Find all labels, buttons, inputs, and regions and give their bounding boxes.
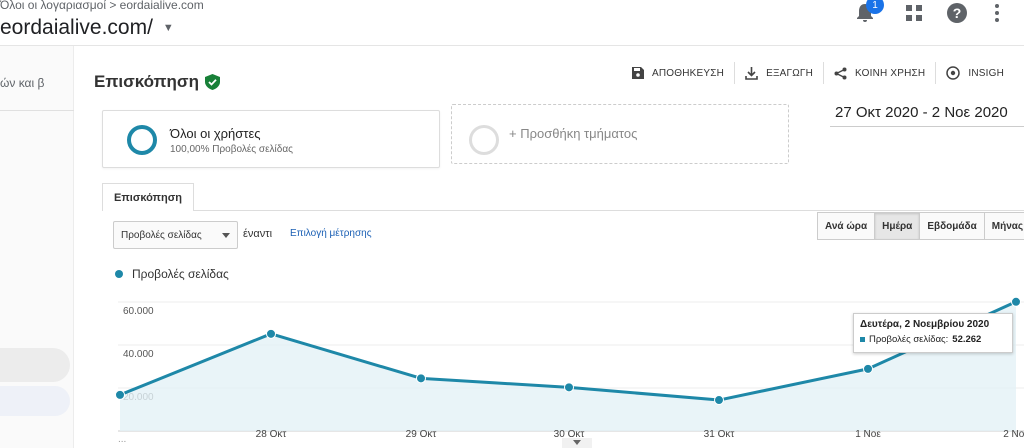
insights-button[interactable]: INSIGH (946, 66, 1004, 80)
x-tick-label: 28 Οκτ (256, 429, 287, 440)
apps-grid-icon[interactable] (903, 2, 925, 24)
month-button[interactable]: Μήνας (983, 212, 1024, 240)
property-name: eordaialive.com/ (0, 16, 153, 39)
date-range-underline (830, 126, 1024, 127)
hourly-button[interactable]: Ανά ώρα (817, 212, 876, 240)
verified-shield-icon (204, 74, 220, 90)
y-tick-label: 60.000 (123, 306, 154, 317)
x-tick-label: 1 Νοε (855, 429, 881, 440)
save-button[interactable]: ΑΠΟΘΗΚΕΥΣΗ (632, 67, 724, 79)
metric-dropdown[interactable]: Προβολές σελίδας (113, 221, 238, 249)
legend-dot (115, 270, 123, 278)
day-button[interactable]: Ημέρα (874, 212, 921, 240)
insights-label: INSIGH (968, 67, 1005, 79)
segment-circle-icon (127, 125, 157, 155)
add-segment-button[interactable]: + Προσθήκη τμήματος (451, 104, 789, 164)
chart-legend: Προβολές σελίδας (115, 267, 229, 281)
tooltip-value: 52.262 (952, 334, 982, 345)
versus-label: έναντι (243, 228, 273, 240)
data-point (115, 389, 125, 400)
date-range-picker[interactable]: 27 Οκτ 2020 - 2 Νοε 2020 (835, 104, 1008, 121)
granularity-toggle: Ανά ώρα Ημέρα Εβδομάδα Μήνας (817, 212, 1024, 240)
share-button[interactable]: ΚΟΙΝΗ ΧΡΗΣΗ (834, 67, 925, 80)
select-metric-link[interactable]: Επιλογή μέτρησης (290, 228, 372, 239)
legend-label: Προβολές σελίδας (132, 267, 229, 281)
x-tick-label: 29 Οκτ (406, 429, 437, 440)
data-point (416, 373, 426, 384)
sidebar-search-input[interactable]: ών και β (0, 76, 45, 90)
sidebar-item-selected[interactable] (0, 386, 70, 416)
sidebar-divider (0, 110, 74, 111)
account-breadcrumb[interactable]: Όλοι οι λογαριασμοί > eordaialive.com (0, 0, 204, 12)
sidebar-item[interactable] (0, 348, 70, 382)
more-vert-icon[interactable] (986, 2, 1008, 24)
top-bar: Όλοι οι λογαριασμοί > eordaialive.com eo… (0, 0, 1024, 46)
divider (734, 62, 736, 84)
share-label: ΚΟΙΝΗ ΧΡΗΣΗ (855, 67, 926, 79)
tooltip-date: Δευτέρα, 2 Νοεμβρίου 2020 (860, 319, 990, 330)
week-button[interactable]: Εβδομάδα (919, 212, 985, 240)
notification-badge: 1 (866, 0, 884, 14)
divider (823, 62, 825, 84)
chevron-down-icon (573, 440, 581, 445)
report-actions: ΑΠΟΘΗΚΕΥΣΗ ΕΞΑΓΩΓΗ ΚΟΙΝΗ ΧΡΗΣΗ INSIGH (632, 62, 1004, 84)
insights-icon (946, 66, 961, 80)
ellipsis-icon: ... (118, 434, 126, 445)
data-point (714, 395, 724, 406)
metric-dropdown-value: Προβολές σελίδας (121, 229, 202, 241)
property-selector[interactable]: eordaialive.com/ ▼ (0, 16, 174, 40)
data-point (266, 328, 276, 339)
x-tick-label: 2 Νοε (1003, 429, 1024, 440)
page-title-text: Επισκόπηση (94, 72, 199, 91)
chart-area (120, 301, 1016, 431)
page-title: Επισκόπηση (94, 72, 220, 92)
tooltip-swatch (860, 337, 865, 342)
caret-down-icon: ▼ (162, 22, 174, 34)
tab-overview[interactable]: Επισκόπηση (102, 183, 194, 211)
y-tick-label: 40.000 (123, 349, 154, 360)
svg-text:?: ? (953, 5, 962, 21)
divider (935, 62, 937, 84)
help-icon[interactable]: ? (946, 2, 968, 24)
data-point (863, 363, 873, 374)
save-label: ΑΠΟΘΗΚΕΥΣΗ (652, 67, 725, 79)
data-point (1011, 296, 1021, 307)
x-tick-label: 31 Οκτ (704, 429, 735, 440)
segment-name: Όλοι οι χρήστες (170, 126, 261, 141)
left-sidebar: ών και β (0, 46, 74, 448)
add-segment-label: + Προσθήκη τμήματος (509, 126, 638, 141)
segment-detail: 100,00% Προβολές σελίδας (170, 144, 293, 155)
export-label: ΕΞΑΓΩΓΗ (766, 67, 814, 79)
chart-tooltip: Δευτέρα, 2 Νοεμβρίου 2020 Προβολές σελίδ… (853, 313, 1013, 353)
tab-divider (102, 210, 1024, 211)
download-icon (745, 66, 758, 80)
x-tick-label: 30 Οκτ (554, 429, 585, 440)
export-button[interactable]: ΕΞΑΓΩΓΗ (745, 66, 814, 80)
data-point (564, 382, 574, 393)
empty-circle-icon (469, 125, 499, 155)
dropdown-arrow-icon (222, 233, 230, 238)
segment-all-users[interactable]: Όλοι οι χρήστες 100,00% Προβολές σελίδας (102, 110, 440, 168)
save-icon (632, 67, 644, 79)
tooltip-metric: Προβολές σελίδας: (869, 334, 949, 345)
share-icon (834, 67, 847, 79)
